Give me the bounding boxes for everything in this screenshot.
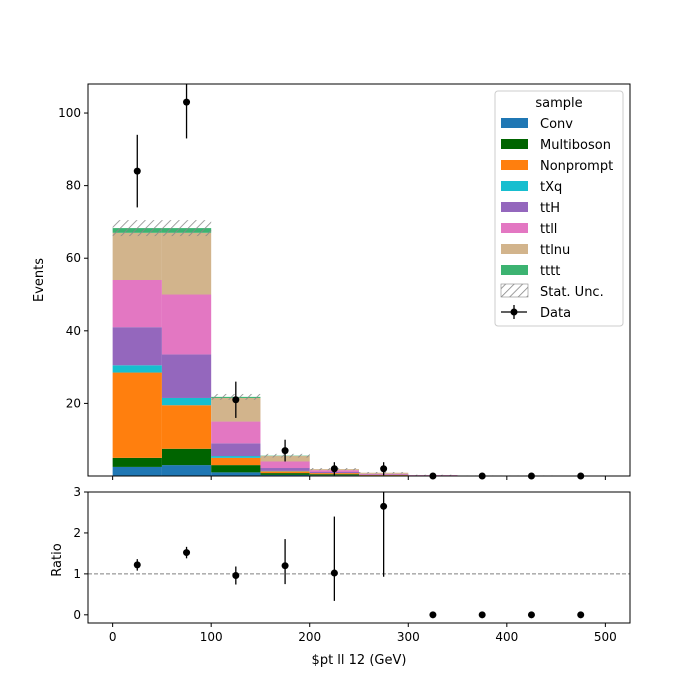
legend-swatch-tth [501, 202, 528, 212]
legend-swatch-tttt [501, 265, 528, 275]
bar-tth [211, 443, 261, 457]
bar-conv [260, 474, 310, 476]
y-tick-label: 20 [66, 396, 81, 410]
data-point [133, 167, 141, 175]
bar-nonprompt [161, 405, 212, 449]
ratio-y-tick-label: 2 [73, 526, 81, 540]
legend-label-ttlnu: ttlnu [540, 243, 570, 258]
bar-ttll [112, 280, 162, 328]
legend-label-multiboson: Multiboson [540, 138, 611, 153]
x-tick-label: 100 [200, 630, 223, 644]
data-point [380, 465, 388, 473]
x-tick-label: 0 [109, 630, 117, 644]
ratio-point [281, 562, 289, 570]
x-tick-label: 200 [298, 630, 321, 644]
ratio-point [429, 611, 437, 619]
ratio-points [133, 492, 585, 619]
ratio-point [380, 502, 388, 510]
legend: sample Conv Multiboson Nonprompt tXq ttH ttll… [494, 90, 624, 327]
ratio-point [478, 611, 486, 619]
legend-label-data: Data [540, 306, 571, 321]
x-tick-label: 300 [397, 630, 420, 644]
ratio-point [232, 572, 240, 580]
data-points [133, 84, 585, 480]
legend-label-tttt: tttt [540, 264, 560, 279]
bar-ttll [211, 421, 261, 444]
bar-tth [260, 468, 310, 471]
x-axis-label: $pt ll 12 (GeV) [312, 653, 407, 668]
bar-txq [161, 397, 212, 406]
bar-conv [112, 466, 162, 476]
ratio-point [183, 549, 191, 557]
legend-items: Conv Multiboson Nonprompt tXq ttH ttll ttlnu tt… [501, 117, 613, 279]
bar-txq [112, 365, 162, 373]
bar-ttlnu [112, 232, 162, 280]
legend-label-nonprompt: Nonprompt [540, 159, 613, 174]
bar-ttll [260, 461, 310, 469]
data-point [330, 465, 338, 473]
y-tick-label: 80 [66, 179, 81, 193]
main-plot-frame [87, 83, 631, 477]
legend-label-stat-unc: Stat. Unc. [540, 285, 604, 300]
legend-swatch-nonprompt [501, 160, 528, 170]
legend-marker-data [501, 305, 527, 319]
bar-conv [161, 465, 212, 476]
legend-label-tth: ttH [540, 201, 560, 216]
legend-swatch-ttlnu [501, 244, 528, 254]
bar-nonprompt [211, 457, 261, 466]
ratio-plot-frame [87, 491, 631, 624]
data-point [232, 396, 240, 404]
x-tick-label: 500 [594, 630, 617, 644]
legend-swatch-stat-unc [500, 283, 529, 298]
bar-multiboson [161, 448, 212, 466]
bar-txq [211, 456, 261, 458]
ratio-point [133, 561, 141, 569]
stat-unc-band [112, 220, 162, 237]
bar-tth [161, 354, 212, 398]
bar-conv [211, 472, 261, 476]
bar-nonprompt [260, 471, 310, 474]
ratio-point [527, 611, 535, 619]
bar-multiboson [112, 457, 162, 467]
ratio-y-tick-label: 0 [73, 608, 81, 622]
data-point [281, 447, 289, 455]
ratio-point [330, 569, 338, 577]
bar-ttll [161, 294, 212, 355]
main-y-axis-label: Events [32, 258, 47, 302]
legend-swatch-conv [501, 118, 528, 128]
y-tick-label: 40 [66, 324, 81, 338]
main-y-axis-ticks: 20 40 60 80 100 [58, 106, 88, 410]
bar-nonprompt [112, 372, 162, 458]
bar-tth [112, 327, 162, 366]
ratio-y-axis-label: Ratio [50, 543, 65, 576]
legend-swatch-ttll [501, 223, 528, 233]
x-tick-label: 400 [495, 630, 518, 644]
bar-multiboson [211, 465, 261, 473]
legend-label-txq: tXq [540, 180, 562, 195]
legend-swatch-multiboson [501, 139, 528, 149]
legend-label-ttll: ttll [540, 222, 557, 237]
ratio-y-tick-label: 1 [73, 567, 81, 581]
main-x-axis-ticks [112, 476, 606, 480]
y-tick-label: 60 [66, 251, 81, 265]
ratio-y-axis-ticks: 0 1 2 3 [73, 485, 88, 622]
ratio-y-tick-label: 3 [73, 485, 81, 499]
legend-swatch-txq [501, 181, 528, 191]
bar-ttlnu [161, 232, 212, 295]
ratio-plot-area [88, 492, 630, 623]
data-point [183, 98, 191, 106]
ratio-x-axis-ticks: 0 100 200 300 400 500 [109, 623, 617, 644]
y-tick-label: 100 [58, 106, 81, 120]
legend-title: sample [535, 96, 582, 111]
ratio-panel: 0 1 2 3 0 100 200 300 400 500 Ratio $pt ll 12 (G… [50, 485, 631, 668]
stat-unc-band [161, 220, 212, 237]
ratio-point [577, 611, 585, 619]
legend-label-conv: Conv [540, 117, 573, 132]
bar-multiboson [260, 473, 310, 475]
